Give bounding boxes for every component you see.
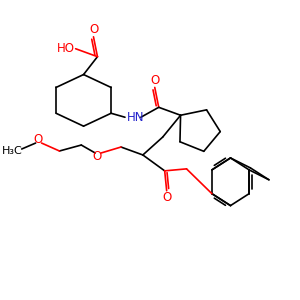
- Text: O: O: [33, 133, 42, 146]
- Text: O: O: [150, 74, 159, 87]
- Text: O: O: [90, 23, 99, 36]
- Text: O: O: [162, 191, 171, 204]
- Text: O: O: [92, 150, 102, 164]
- Text: HO: HO: [57, 42, 75, 55]
- Text: H₃C: H₃C: [2, 146, 22, 156]
- Text: HN: HN: [127, 111, 145, 124]
